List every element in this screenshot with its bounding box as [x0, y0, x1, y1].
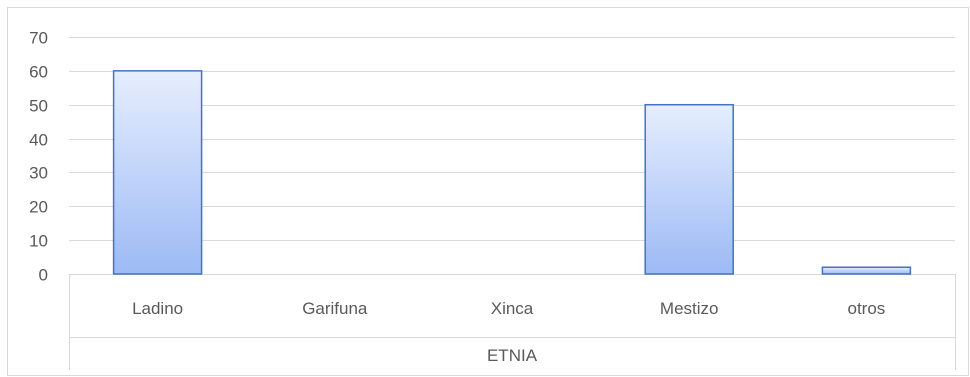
y-tick-label: 50: [29, 97, 48, 116]
category-label-xinca: Xinca: [491, 299, 534, 318]
category-label-ladino: Ladino: [132, 299, 183, 318]
y-tick-label: 70: [29, 29, 48, 48]
bar-mestizo: [644, 103, 734, 275]
x-axis: Ladino Garifuna Xinca Mestizo otros: [69, 274, 956, 370]
y-tick-label: 20: [29, 198, 48, 217]
y-axis: 0 10 20 30 40 50 60 70: [29, 29, 48, 285]
x-axis-title: ETNIA: [487, 346, 538, 365]
bar-ladino: [112, 70, 203, 275]
y-tick-label: 30: [29, 164, 48, 183]
y-tick-label: 40: [29, 131, 48, 150]
category-label-mestizo: Mestizo: [660, 299, 719, 318]
y-tick-label: 0: [39, 266, 48, 285]
y-tick-label: 60: [29, 63, 48, 82]
category-label-garifuna: Garifuna: [302, 299, 368, 318]
bar-otros: [821, 266, 912, 275]
bars: [112, 70, 912, 275]
y-tick-label: 10: [29, 232, 48, 251]
gridlines: [69, 37, 955, 275]
category-label-otros: otros: [848, 299, 886, 318]
